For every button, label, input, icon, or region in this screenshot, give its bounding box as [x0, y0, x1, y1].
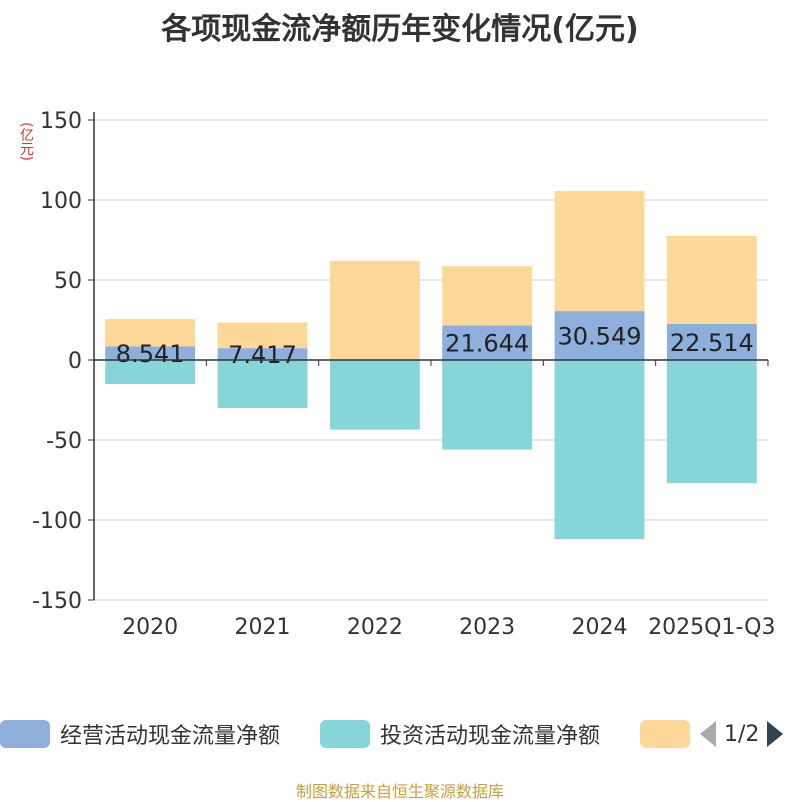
data-label: 7.417: [228, 341, 297, 369]
x-tick-label: 2024: [572, 615, 628, 640]
bar-operating: [105, 346, 196, 360]
y-tick-label: 50: [54, 269, 82, 294]
legend-swatch-third: [640, 720, 690, 748]
chart-canvas: 150 100 50 0 -50 -100 -150 8.541 2020 7.417 2021 20…: [32, 109, 775, 640]
bar-investing: [329, 360, 420, 430]
bar-third: [442, 266, 533, 326]
x-tick-label: 2025Q1-Q3: [648, 615, 775, 640]
legend-pager: 1/2: [700, 716, 784, 752]
legend-label-operating: 经营活动现金流量净额: [60, 724, 281, 749]
bar-operating: [217, 348, 308, 360]
next-page-icon[interactable]: [767, 721, 784, 747]
data-label: 21.644: [445, 330, 529, 358]
y-tick-label: 100: [40, 189, 82, 214]
data-label: 8.541: [116, 340, 185, 368]
legend: 经营活动现金流量净额 投资活动现金流量净额 1/2: [0, 716, 800, 752]
y-tick-label: 0: [68, 349, 82, 374]
chart-title: 各项现金流净额历年变化情况(亿元): [161, 12, 639, 47]
bar-investing: [217, 360, 308, 408]
bar-investing: [554, 360, 645, 540]
bar-investing: [105, 360, 196, 384]
legend-label-investing: 投资活动现金流量净额: [380, 724, 601, 749]
bar-third: [217, 322, 308, 349]
bar-third: [329, 260, 420, 360]
bar-third: [554, 191, 645, 312]
y-axis-unit: (亿元): [18, 122, 34, 161]
bar-operating: [666, 323, 757, 360]
data-label: 22.514: [670, 329, 754, 357]
bar-operating: [554, 311, 645, 360]
legend-item-investing[interactable]: 投资活动现金流量净额: [320, 716, 600, 752]
y-tick-label: -150: [32, 589, 82, 614]
y-tick-label: 150: [40, 109, 82, 134]
data-source-note: 制图数据来自恒生聚源数据库: [295, 782, 504, 801]
legend-item-third[interactable]: [640, 716, 700, 752]
legend-swatch-investing: [320, 720, 370, 748]
x-tick-label: 2020: [122, 615, 178, 640]
data-label: 30.549: [558, 323, 642, 351]
y-tick-label: -100: [32, 509, 82, 534]
y-tick-label: -50: [46, 429, 82, 454]
bar-third: [105, 319, 196, 347]
prev-page-icon[interactable]: [700, 721, 716, 747]
bar-operating: [442, 325, 533, 360]
legend-item-operating[interactable]: 经营活动现金流量净额: [0, 716, 280, 752]
bar-investing: [666, 360, 757, 484]
x-tick-label: 2022: [347, 615, 403, 640]
bar-investing: [442, 360, 533, 450]
x-tick-label: 2023: [459, 615, 515, 640]
x-tick-label: 2021: [235, 615, 291, 640]
bar-third: [666, 235, 757, 324]
page-indicator: 1/2: [724, 721, 760, 747]
legend-swatch-operating: [0, 720, 50, 748]
